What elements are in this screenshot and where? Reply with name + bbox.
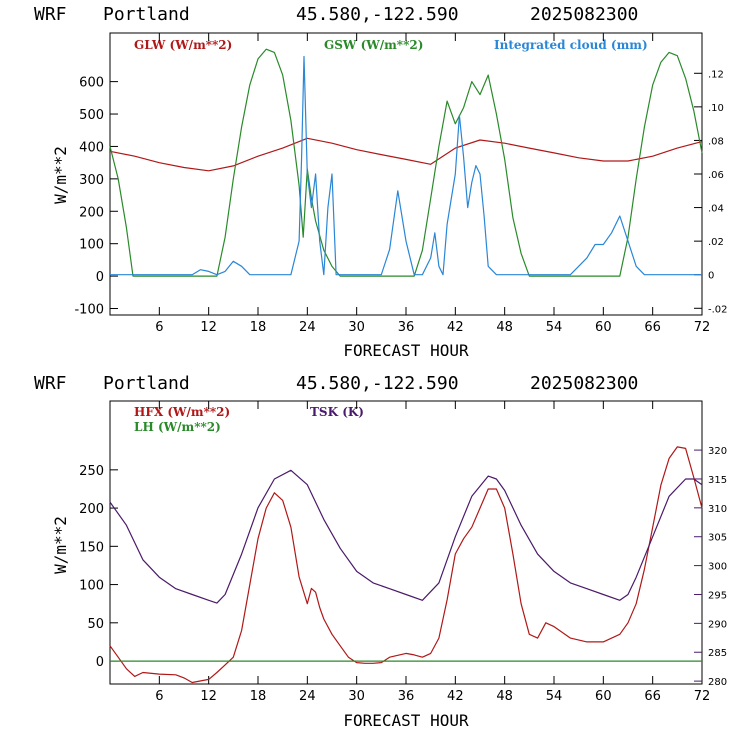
- y-tick-label: 200: [79, 205, 104, 220]
- panel2-xlabel: FORECAST HOUR: [343, 711, 469, 730]
- panel1-legend-gsw: GSW (W/m**2): [324, 38, 423, 52]
- panel1-xlabel: FORECAST HOUR: [343, 341, 469, 360]
- x-tick-label: 72: [694, 320, 711, 335]
- y2-tick-label: .10: [708, 103, 724, 114]
- x-tick-label: 24: [299, 320, 316, 335]
- x-tick-label: 12: [200, 320, 217, 335]
- x-tick-label: 72: [694, 689, 711, 704]
- panel2-coords: 45.580,-122.590: [296, 373, 459, 394]
- x-tick-label: 42: [447, 689, 464, 704]
- panel2-legend-tsk: TSK (K): [310, 405, 364, 419]
- x-tick-label: 54: [546, 689, 563, 704]
- panel1-city: Portland: [103, 4, 190, 25]
- series-line-gsw: [109, 48, 703, 277]
- panel1-legend-cloud: Integrated cloud (mm): [494, 38, 648, 52]
- x-tick-label: 30: [348, 320, 365, 335]
- x-tick-label: 18: [250, 320, 267, 335]
- y-tick-label: 50: [87, 617, 104, 632]
- y-tick-label: 100: [79, 238, 104, 253]
- y2-tick-label: 305: [708, 533, 727, 544]
- x-tick-label: 42: [447, 320, 464, 335]
- panel1-ticks: 6 12 18 24 30 36 42 48 54 60 66 72 -100 0 100 200 300 400…: [74, 33, 728, 335]
- x-tick-label: 12: [200, 689, 217, 704]
- y-tick-label: 300: [79, 173, 104, 188]
- x-tick-label: 54: [546, 320, 563, 335]
- panel2-city: Portland: [103, 373, 190, 394]
- y-tick-label: 600: [79, 76, 104, 91]
- panel1-legend-glw: GLW (W/m**2): [134, 38, 232, 52]
- x-tick-label: 60: [595, 689, 612, 704]
- y2-tick-label: .12: [708, 69, 724, 80]
- x-tick-label: 48: [496, 689, 513, 704]
- x-tick-label: 48: [496, 320, 513, 335]
- panel1-model: WRF: [34, 4, 67, 25]
- x-tick-label: 24: [299, 689, 316, 704]
- y2-tick-label: 295: [708, 590, 727, 601]
- y-tick-label: 100: [79, 579, 104, 594]
- y-tick-label: -100: [74, 303, 104, 318]
- series-line-hfx: [109, 446, 703, 684]
- y-tick-label: 500: [79, 108, 104, 123]
- y2-tick-label: 0: [708, 271, 714, 282]
- series-line-glw: [109, 137, 703, 172]
- panel2-date: 2025082300: [530, 373, 638, 394]
- x-tick-label: 18: [250, 689, 267, 704]
- y2-tick-label: 300: [708, 562, 727, 573]
- y-tick-label: 0: [96, 655, 104, 670]
- y2-tick-label: 310: [708, 504, 727, 515]
- panel1-frame: [109, 32, 703, 316]
- x-tick-label: 30: [348, 689, 365, 704]
- y2-tick-label: 315: [708, 475, 727, 486]
- y2-tick-label: 285: [708, 648, 727, 659]
- series-line-integrated: [110, 55, 702, 276]
- panel1-date: 2025082300: [530, 4, 638, 25]
- x-tick-label: 36: [398, 689, 415, 704]
- panel2-legend-lh: LH (W/m**2): [134, 420, 221, 434]
- x-tick-label: 6: [155, 689, 163, 704]
- y2-tick-label: 280: [708, 677, 727, 688]
- y2-tick-label: .02: [708, 237, 724, 248]
- y2-tick-label: 290: [708, 619, 727, 630]
- panel2-model: WRF: [34, 373, 67, 394]
- y2-tick-label: .04: [708, 204, 724, 215]
- y2-tick-label: 320: [708, 446, 727, 457]
- x-tick-label: 36: [398, 320, 415, 335]
- series-line-tsk: [109, 469, 703, 604]
- y-tick-label: 400: [79, 140, 104, 155]
- panel2-ticks: 6 12 18 24 30 36 42 48 54 60 66 72 0 50 100 150 200 250 28…: [79, 401, 727, 704]
- panel2-series: [109, 446, 703, 684]
- panel2-legend-hfx: HFX (W/m**2): [134, 405, 230, 419]
- x-tick-label: 66: [644, 320, 661, 335]
- y2-tick-label: .08: [708, 136, 724, 147]
- panel2-ylabel: W/m**2: [51, 516, 70, 574]
- panel2-frame: [109, 400, 703, 685]
- panel1-ylabel: W/m**2: [51, 146, 70, 204]
- y-tick-label: 200: [79, 502, 104, 517]
- y-tick-label: 150: [79, 540, 104, 555]
- y-tick-label: 250: [79, 464, 104, 479]
- panel1-series: [109, 48, 703, 277]
- panel1-coords: 45.580,-122.590: [296, 4, 459, 25]
- y2-tick-label: -.02: [708, 304, 728, 315]
- x-tick-label: 60: [595, 320, 612, 335]
- y2-tick-label: .06: [708, 170, 724, 181]
- y-tick-label: 0: [96, 270, 104, 285]
- x-tick-label: 6: [155, 320, 163, 335]
- x-tick-label: 66: [644, 689, 661, 704]
